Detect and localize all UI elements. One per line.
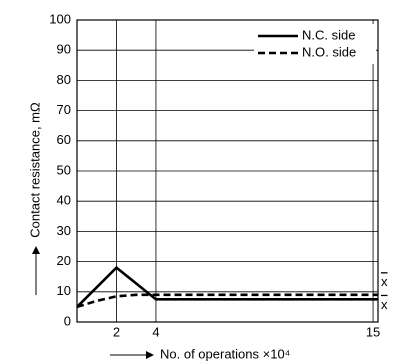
y-arrow-head <box>32 246 40 254</box>
x-arrow-head <box>146 351 154 359</box>
annotation: x <box>381 297 388 312</box>
y-axis-label: Contact resistance, mΩ <box>27 102 42 238</box>
y-tick-label: 100 <box>49 11 71 26</box>
y-tick-label: 70 <box>57 102 71 117</box>
series-line <box>76 265 378 308</box>
y-tick-label: 0 <box>64 313 71 328</box>
y-tick-label: 20 <box>57 253 71 268</box>
series-line <box>76 293 378 309</box>
y-tick-label: 10 <box>57 283 71 298</box>
annotation: x <box>381 274 388 289</box>
y-tick-label: 60 <box>57 132 71 147</box>
x-axis-label: No. of operations ×10⁴ <box>160 346 290 361</box>
x-tick-label: 15 <box>366 324 380 339</box>
x-tick-label: 4 <box>152 324 159 339</box>
y-tick-label: 50 <box>57 162 71 177</box>
x-tick-label: 2 <box>113 324 120 339</box>
legend-label: N.O. side <box>302 44 356 59</box>
legend-label: N.C. side <box>302 27 355 42</box>
y-tick-label: 80 <box>57 72 71 87</box>
y-tick-label: 40 <box>57 193 71 208</box>
y-tick-label: 90 <box>57 42 71 57</box>
legend-box <box>254 24 376 64</box>
y-tick-label: 30 <box>57 223 71 238</box>
